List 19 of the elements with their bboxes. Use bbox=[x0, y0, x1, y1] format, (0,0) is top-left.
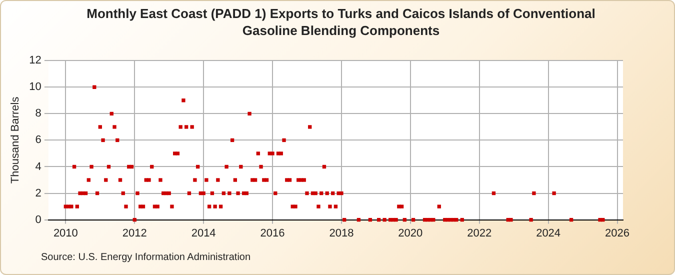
x-tick-label: 2012 bbox=[122, 227, 147, 240]
x-tick-label: 2024 bbox=[536, 227, 561, 240]
source-note: Source: U.S. Energy Information Administration bbox=[41, 252, 251, 263]
y-axis-title: Thousand Barrels bbox=[10, 96, 22, 184]
x-tick-label: 2026 bbox=[605, 227, 630, 240]
y-tick-label: 10 bbox=[29, 81, 42, 94]
x-tick-label: 2014 bbox=[191, 227, 216, 240]
y-tick-label: 4 bbox=[35, 160, 42, 173]
y-tick-label: 2 bbox=[35, 187, 42, 200]
y-tick-label: 6 bbox=[35, 134, 42, 146]
x-tick-label: 2018 bbox=[329, 227, 354, 240]
chart-title: Monthly East Coast (PADD 1) Exports to Turks and Caicos Islands of Conventional Gasoline Blending Components bbox=[86, 5, 596, 39]
y-tick-label: 8 bbox=[35, 108, 42, 120]
x-tick-label: 2010 bbox=[53, 227, 78, 240]
y-tick-label: 0 bbox=[35, 214, 42, 226]
x-tick-label: 2020 bbox=[398, 227, 423, 240]
x-tick-label: 2016 bbox=[260, 227, 285, 240]
x-tick-label: 2022 bbox=[467, 227, 492, 240]
y-tick-label: 12 bbox=[29, 54, 42, 67]
